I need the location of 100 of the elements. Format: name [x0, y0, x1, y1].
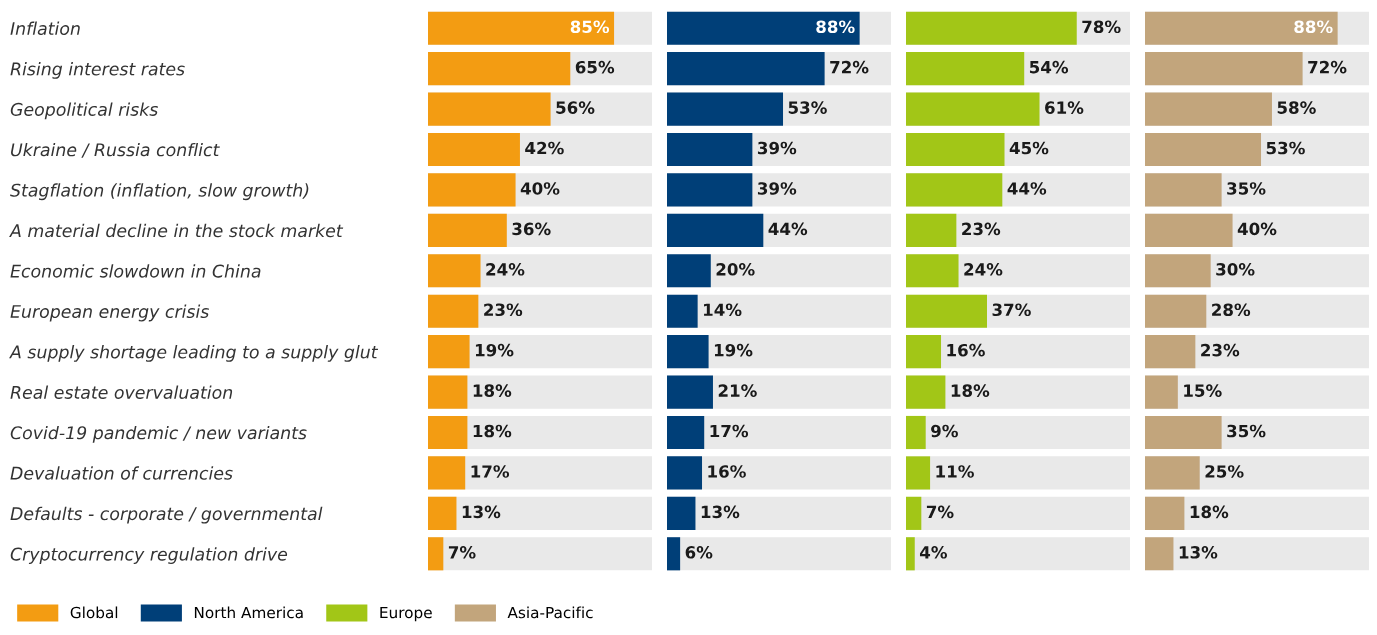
data-label: 40% [520, 182, 560, 195]
bar [667, 415, 705, 450]
data-label: 88% [1294, 20, 1333, 34]
data-label: 25% [1205, 465, 1244, 478]
legend-label: Global [70, 606, 118, 619]
data-label: 19% [714, 343, 753, 357]
bar [906, 213, 957, 247]
bar [906, 537, 915, 571]
data-label: 18% [473, 424, 512, 438]
data-label: 44% [768, 222, 808, 236]
bar [667, 456, 703, 490]
data-label: 65% [575, 60, 615, 74]
bar [906, 496, 922, 530]
data-label: 17% [471, 465, 510, 478]
data-label: 37% [992, 303, 1031, 317]
data-label: 20% [716, 263, 755, 276]
data-label: 45% [1009, 141, 1049, 155]
y-tick-label: Defaults - corporate / governmental [10, 506, 323, 524]
y-tick-label: A supply shortage leading to a supply glut [9, 345, 379, 362]
bar [906, 254, 959, 288]
data-label: 58% [1277, 101, 1316, 114]
y-tick-label: Cryptocurrency regulation drive [10, 547, 288, 564]
y-tick-label: Real estate overvaluation [10, 385, 233, 399]
bar [1145, 375, 1178, 409]
data-label: 23% [962, 222, 1001, 236]
y-tick-label: Stagflation (inflation, slow growth) [10, 183, 309, 201]
y-tick-label: Ukraine / Russia conflict [11, 142, 220, 158]
bar [906, 456, 931, 490]
data-label: 56% [556, 101, 595, 114]
data-label: 61% [1045, 101, 1084, 114]
data-label: 16% [947, 343, 985, 357]
data-label: 28% [1212, 303, 1251, 317]
bar [1145, 335, 1196, 369]
data-label: 23% [1201, 343, 1240, 357]
data-label: 39% [757, 182, 797, 195]
data-label: 72% [830, 60, 869, 74]
bar [428, 415, 468, 450]
bar [667, 537, 681, 571]
data-label: 11% [936, 465, 974, 478]
bar [906, 335, 942, 369]
data-label: 18% [951, 384, 990, 397]
data-label: 24% [964, 263, 1003, 276]
data-label: 7% [448, 546, 476, 559]
data-label: 36% [512, 222, 551, 236]
data-label: 19% [475, 343, 514, 357]
bar [428, 537, 444, 571]
data-label: 4% [919, 546, 947, 559]
y-tick-label: Geopolitical risks [10, 102, 158, 120]
data-label: 85% [570, 20, 610, 34]
bar [1145, 456, 1200, 490]
data-label: 14% [704, 303, 742, 317]
data-label: 13% [1179, 546, 1218, 559]
y-tick-label: Economic slowdown in China [10, 264, 261, 278]
bar [667, 254, 711, 288]
bar [906, 375, 946, 409]
bar [667, 375, 713, 409]
data-label: 21% [718, 384, 757, 397]
data-label: 42% [525, 141, 564, 155]
y-tick-label: Devaluation of currencies [10, 466, 233, 480]
y-tick-label: A material decline in the stock market [9, 223, 344, 238]
y-tick-label: Inflation [10, 21, 80, 36]
data-label: 30% [1216, 263, 1255, 276]
data-label: 18% [1190, 505, 1229, 519]
data-label: 35% [1227, 182, 1266, 195]
bar [667, 294, 698, 328]
data-label: 15% [1184, 384, 1222, 397]
data-label: 78% [1082, 20, 1121, 34]
data-label: 53% [1266, 141, 1305, 155]
y-tick-label: European energy crisis [10, 304, 209, 322]
data-label: 44% [1007, 182, 1047, 195]
bar [1145, 537, 1174, 571]
bar [428, 335, 470, 369]
data-label: 53% [788, 101, 827, 114]
data-label: 18% [473, 384, 512, 397]
data-label: 35% [1227, 424, 1266, 438]
data-label: 24% [486, 263, 525, 276]
bar [667, 496, 696, 530]
bar [667, 335, 709, 369]
data-label: 88% [816, 20, 855, 34]
data-label: 40% [1237, 222, 1277, 236]
data-label: 6% [685, 546, 713, 559]
legend-label: Europe [380, 606, 432, 622]
data-label: 72% [1308, 60, 1347, 74]
bar [1145, 496, 1185, 530]
bar [428, 294, 479, 328]
data-label: 23% [484, 303, 523, 317]
y-tick-label: Rising interest rates [10, 62, 185, 79]
data-label: 17% [710, 424, 749, 438]
bar [428, 496, 457, 530]
bar [906, 415, 926, 450]
data-label: 7% [926, 505, 954, 519]
data-label: 39% [757, 141, 797, 155]
legend-label: Asia-Pacific [507, 606, 593, 619]
data-label: 9% [931, 424, 958, 438]
y-tick-label: Covid-19 pandemic / new variants [10, 425, 307, 443]
bar [428, 375, 468, 409]
legend-label: North America [194, 606, 303, 619]
bar [428, 254, 481, 288]
data-label: 13% [701, 505, 740, 519]
bar [428, 456, 466, 490]
